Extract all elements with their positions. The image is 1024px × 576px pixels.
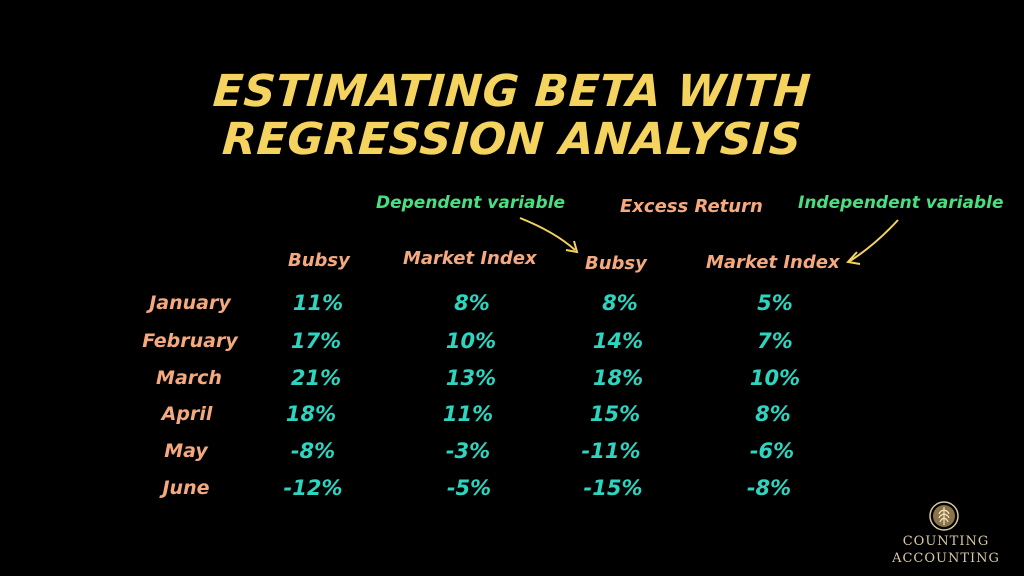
excess-market-value: 5% — [757, 291, 793, 315]
col-header-excess-market-index: Market Index — [706, 252, 840, 273]
excess-return-label: Excess Return — [620, 196, 763, 217]
bubsy-value: 18% — [285, 402, 337, 426]
col-header-excess-bubsy: Bubsy — [585, 253, 647, 274]
logo-text-line-1: COUNTING — [902, 534, 990, 549]
excess-bubsy-value: 14% — [592, 329, 644, 353]
market-value: -3% — [445, 439, 491, 463]
excess-market-value: 8% — [755, 402, 791, 426]
excess-market-value: -8% — [746, 476, 792, 500]
excess-bubsy-value: 18% — [592, 366, 644, 390]
month-label: March — [156, 367, 222, 389]
market-value: 13% — [445, 366, 497, 390]
excess-bubsy-value: 15% — [589, 402, 641, 426]
independent-arrowhead-icon — [846, 251, 861, 265]
bubsy-value: -8% — [290, 439, 336, 463]
independent-variable-label: Independent variable — [798, 193, 1004, 213]
month-label: February — [142, 330, 238, 352]
logo — [928, 500, 960, 532]
wheat-laurel-icon — [929, 501, 959, 531]
dependent-arrowhead-icon — [565, 240, 579, 254]
col-header-market-index: Market Index — [403, 248, 537, 269]
excess-bubsy-value: -11% — [581, 439, 641, 463]
excess-bubsy-value: 8% — [602, 291, 638, 315]
market-value: 11% — [442, 402, 494, 426]
logo-text-line-2: ACCOUNTING — [892, 551, 1000, 566]
month-label: June — [162, 477, 210, 499]
month-label: January — [149, 292, 231, 314]
market-value: -5% — [446, 476, 492, 500]
bubsy-value: -12% — [283, 476, 343, 500]
excess-bubsy-value: -15% — [583, 476, 643, 500]
market-value: 8% — [454, 291, 490, 315]
excess-market-value: 7% — [757, 329, 793, 353]
bubsy-value: 17% — [290, 329, 342, 353]
bubsy-value: 11% — [292, 291, 344, 315]
dependent-arrow-icon — [519, 217, 576, 251]
market-value: 10% — [445, 329, 497, 353]
independent-arrow-icon — [849, 219, 899, 262]
excess-market-value: -6% — [749, 439, 795, 463]
bubsy-value: 21% — [290, 366, 342, 390]
col-header-bubsy: Bubsy — [288, 250, 350, 271]
month-label: May — [164, 440, 208, 462]
excess-market-value: 10% — [749, 366, 801, 390]
month-label: April — [161, 403, 213, 425]
dependent-variable-label: Dependent variable — [376, 193, 566, 213]
